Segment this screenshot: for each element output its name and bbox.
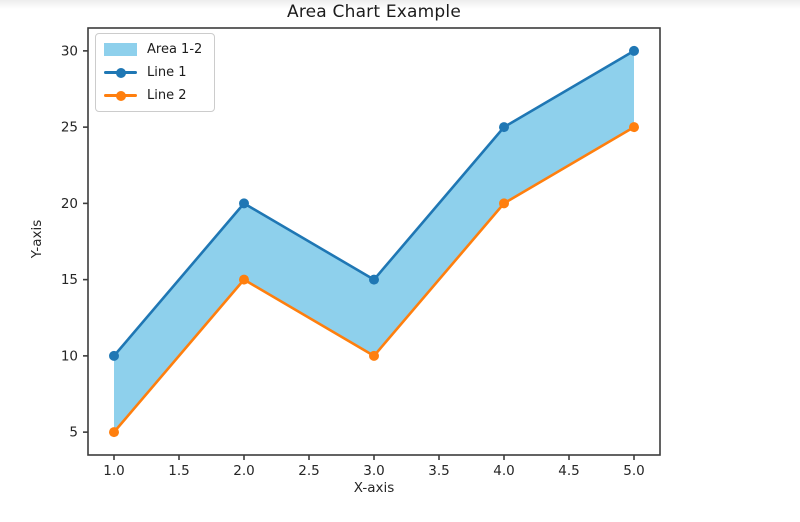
x-tick-label: 2.0 — [233, 463, 254, 479]
legend-entry-area: Area 1-2 — [104, 40, 202, 59]
data-point-marker — [109, 427, 119, 438]
y-tick-label: 30 — [61, 43, 78, 59]
area-swatch-icon — [104, 43, 137, 56]
legend-label-line1: Line 1 — [147, 65, 187, 80]
legend-entry-line1: Line 1 — [104, 63, 202, 82]
x-axis-label: X-axis — [353, 480, 395, 496]
data-point-marker — [239, 274, 249, 285]
y-tick-label: 25 — [61, 120, 78, 136]
data-point-marker — [499, 198, 509, 209]
x-tick-label: 3.5 — [428, 463, 449, 479]
x-tick-label: 1.0 — [103, 463, 124, 479]
legend-label-line2: Line 2 — [147, 88, 187, 103]
chart-title: Area Chart Example — [287, 2, 461, 22]
data-point-marker — [629, 45, 639, 56]
line1-swatch-icon — [104, 66, 137, 79]
data-point-marker — [369, 274, 379, 285]
area-fill — [114, 50, 634, 433]
y-tick-label: 5 — [69, 425, 78, 441]
data-point-marker — [629, 122, 639, 133]
data-point-marker — [369, 350, 379, 361]
y-tick-label: 20 — [61, 196, 78, 212]
x-tick-label: 5.0 — [623, 463, 644, 479]
legend-entry-line2: Line 2 — [104, 86, 202, 105]
x-tick-label: 3.0 — [363, 463, 384, 479]
y-axis-label: Y-axis — [29, 219, 45, 259]
x-tick-label: 1.5 — [168, 463, 189, 479]
y-tick-label: 15 — [61, 272, 78, 288]
legend-label-area: Area 1-2 — [147, 42, 203, 57]
x-tick-label: 4.0 — [493, 463, 514, 479]
y-tick-label: 10 — [61, 348, 78, 364]
line2-swatch-icon — [104, 89, 137, 102]
data-point-marker — [109, 350, 119, 361]
data-point-marker — [499, 122, 509, 133]
x-tick-label: 4.5 — [558, 463, 579, 479]
data-point-marker — [239, 198, 249, 209]
x-tick-label: 2.5 — [298, 463, 319, 479]
legend: Area 1-2 Line 1 Line 2 — [95, 33, 216, 112]
